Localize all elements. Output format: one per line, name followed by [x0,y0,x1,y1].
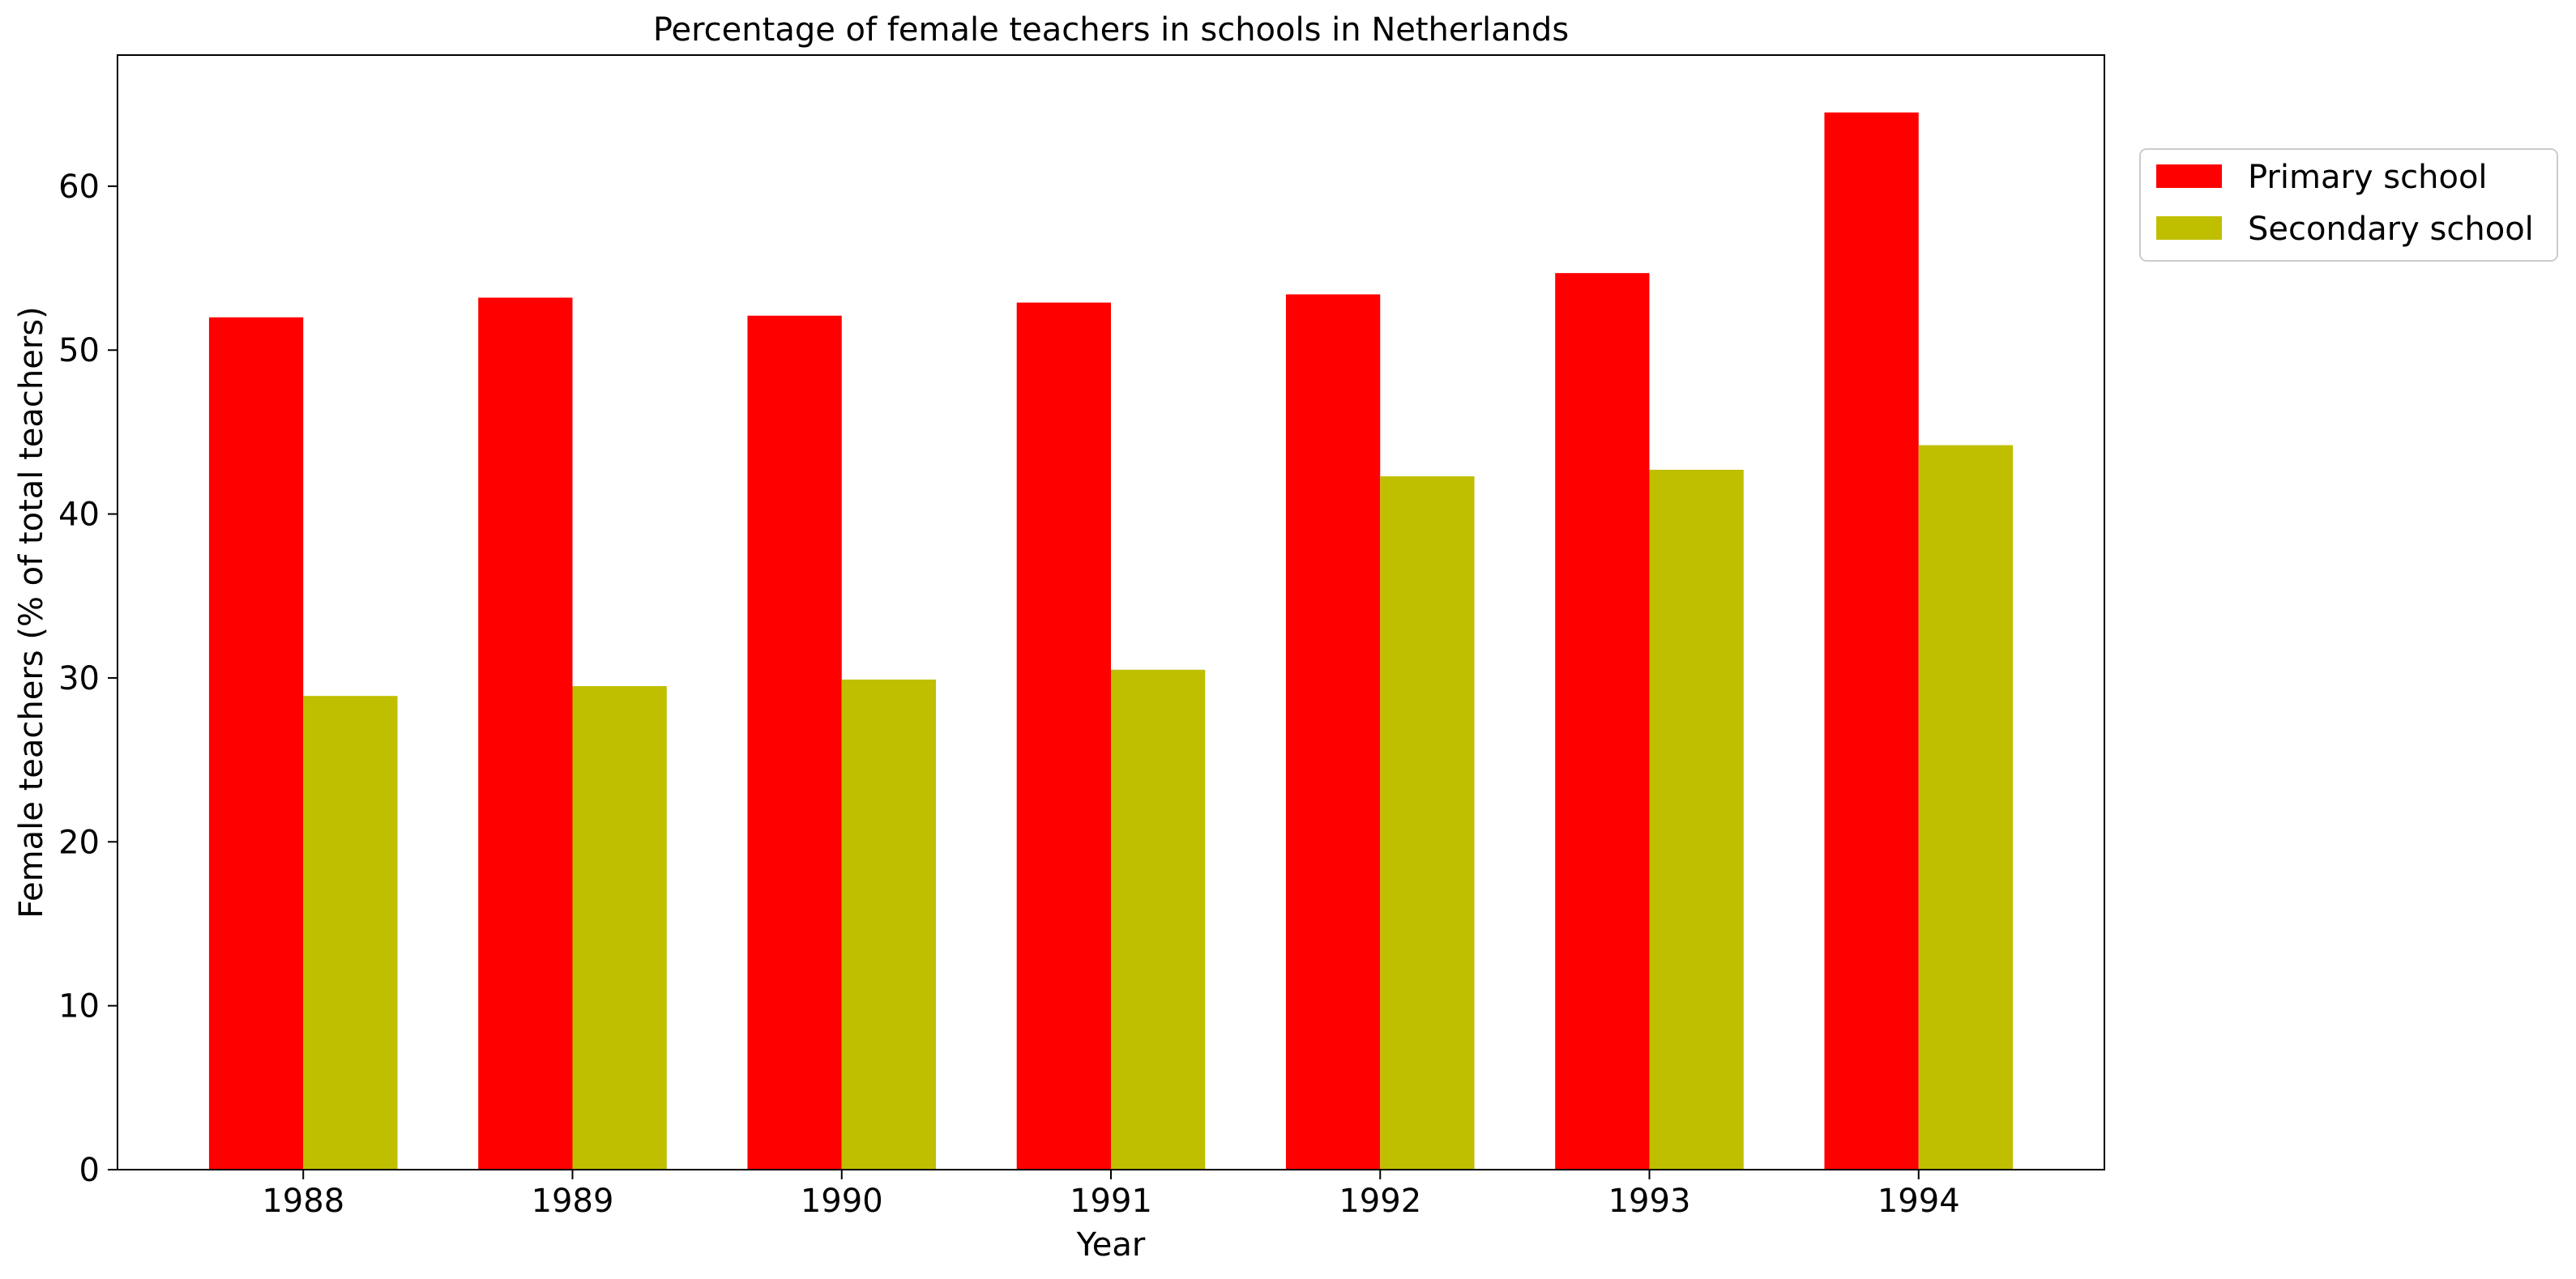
x-tick-label-1993: 1993 [1608,1183,1691,1220]
bar-primary-school-1990 [747,315,842,1170]
bar-secondary-school-1989 [572,686,667,1170]
y-axis-label: Female teachers (% of total teachers) [13,306,50,919]
y-tick-label-60: 60 [58,168,100,206]
y-tick-label-40: 40 [58,497,100,534]
y-tick-label-10: 10 [58,988,100,1025]
y-tick-label-20: 20 [58,824,100,861]
legend-label-secondary-school: Secondary school [2248,211,2534,248]
bars [208,112,2014,1170]
bar-secondary-school-1991 [1111,669,1206,1170]
y-tick-label-50: 50 [58,332,100,369]
bar-secondary-school-1990 [841,679,937,1170]
bar-secondary-school-1993 [1649,469,1744,1170]
x-axis-label: Year [1076,1226,1146,1264]
bar-primary-school-1991 [1016,302,1111,1170]
x-tick-label-1994: 1994 [1878,1183,1960,1220]
bar-primary-school-1988 [208,317,304,1170]
bar-primary-school-1989 [478,297,573,1170]
bar-primary-school-1994 [1824,112,1919,1170]
y-axis-ticks: 0 10 20 30 40 50 60 [58,168,117,1189]
plot-area-frame [117,54,2105,1170]
x-tick-label-1991: 1991 [1070,1183,1152,1220]
bar-primary-school-1992 [1285,294,1381,1170]
bar-secondary-school-1988 [303,696,398,1170]
x-tick-label-1992: 1992 [1339,1183,1421,1220]
legend: Primary school Secondary school [2139,148,2558,262]
legend-swatch-primary-school [2156,164,2222,188]
x-tick-label-1990: 1990 [801,1183,883,1220]
bar-secondary-school-1992 [1380,476,1475,1170]
chart-title: Percentage of female teachers in schools… [653,11,1569,49]
x-axis-ticks: 1988 1989 1990 1991 1992 1993 1994 [262,1170,1960,1220]
x-tick-label-1989: 1989 [532,1183,614,1220]
x-tick-label-1988: 1988 [262,1183,344,1220]
bar-primary-school-1993 [1555,273,1650,1170]
y-tick-label-0: 0 [79,1152,100,1189]
legend-label-primary-school: Primary school [2248,159,2488,196]
y-tick-label-30: 30 [58,660,100,697]
legend-swatch-secondary-school [2156,216,2222,240]
legend-frame [2139,148,2558,262]
bar-secondary-school-1994 [1918,445,2014,1170]
